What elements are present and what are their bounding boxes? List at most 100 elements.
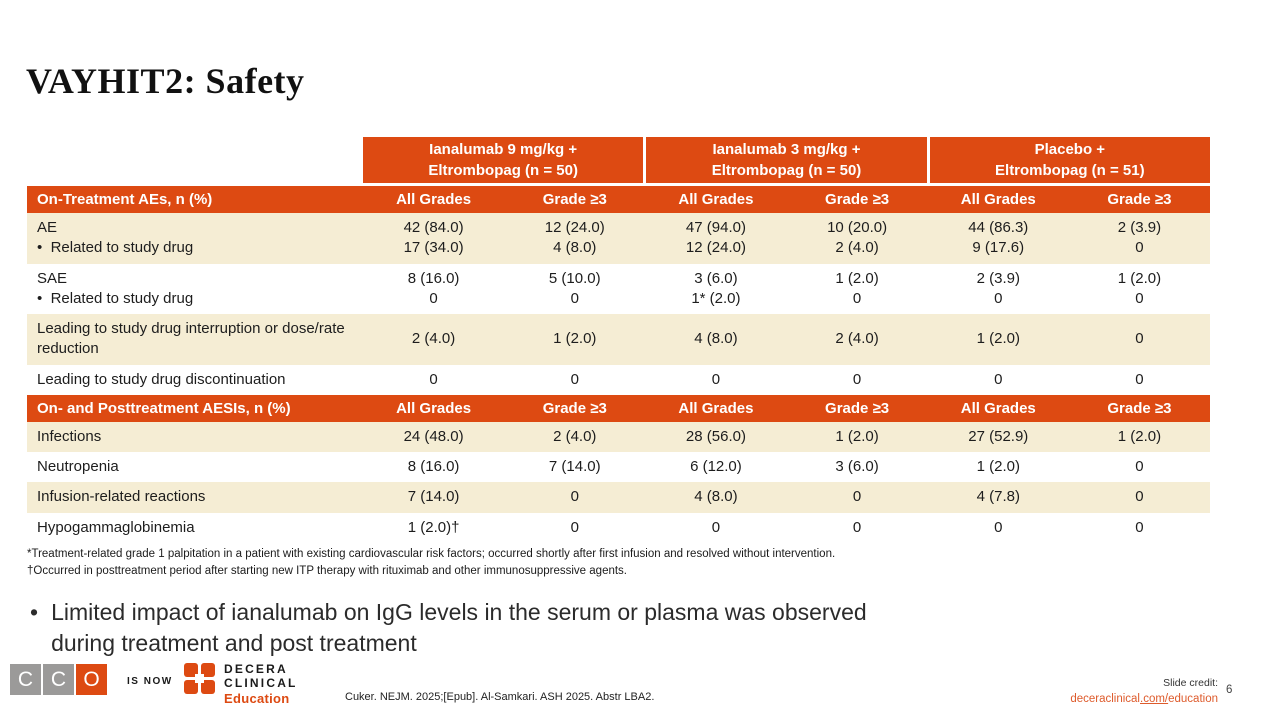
footnote-dagger: †Occurred in posttreatment period after … (27, 565, 627, 578)
key-takeaway-bullet: • Limited impact of ianalumab on IgG lev… (30, 597, 1170, 659)
table-cell: 0 (852, 488, 862, 506)
citation: Cuker. NEJM. 2025;[Epub]. Al-Samkari. AS… (345, 691, 655, 703)
table-cell: 1 (2.0) (976, 458, 1020, 475)
row-label: Leading to study drug discontinuation (37, 370, 286, 388)
table-cell: 2 (3.9) 0 (1117, 219, 1162, 257)
column-subheader: Grade ≥3 (542, 191, 607, 208)
section-header-label: On- and Posttreatment AESIs, n (%) (37, 399, 291, 417)
table-cell: 4 (8.0) (694, 330, 738, 348)
table-cell: 0 (1135, 330, 1144, 348)
table-cell: 0 (570, 370, 579, 388)
table-cell: 1 (2.0) 0 (1117, 269, 1162, 307)
footnote-asterisk: *Treatment-related grade 1 palpitation i… (27, 548, 836, 560)
table-cell: 0 (994, 518, 1003, 536)
column-subheader: Grade ≥3 (825, 399, 890, 417)
table-row: SAE • Related to study drug 8 (16.0) 0 5 (… (27, 263, 1210, 314)
section-header-label: On-Treatment AEs, n (%) (37, 191, 213, 208)
table-cell: 0 (711, 518, 721, 536)
table-cell: 2 (3.9) 0 (976, 269, 1020, 307)
table-cell: 0 (1135, 458, 1144, 475)
table-cell: 0 (570, 488, 579, 506)
table-cell: 0 (711, 370, 721, 388)
row-label: Neutropenia (37, 458, 119, 475)
row-label: Infusion-related reactions (37, 488, 206, 506)
table-row: Infusion-related reactions 7 (14.0) 0 4 (8.… (27, 482, 1210, 513)
table-cell: 6 (12.0) (690, 458, 742, 475)
column-subheader: All Grades (396, 191, 472, 208)
table-cell: 2 (4.0) (835, 330, 879, 348)
column-subheader: All Grades (678, 399, 754, 417)
key-takeaway-text: Limited impact of ianalumab on IgG level… (51, 599, 867, 657)
section-header-row: On-Treatment AEs, n (%) All Grades Grade ≥… (27, 186, 1210, 213)
arm-header-ianalumab-3: Ianalumab 3 mg/kg + Eltrombopag (n = 50) (646, 137, 927, 183)
column-subheader: All Grades (396, 399, 472, 417)
table-cell: 0 (852, 518, 862, 536)
table-cell: 8 (16.0) 0 (407, 269, 460, 307)
table-cell: 0 (852, 370, 862, 388)
bullet-marker-icon: • (30, 599, 39, 625)
slide-credit-label: Slide credit: (1163, 677, 1218, 689)
row-label: Hypogammaglobinemia (37, 518, 195, 536)
safety-table: On-Treatment AEs, n (%) All Grades Grade ≥… (27, 186, 1210, 543)
table-row: AE • Related to study drug 42 (84.0) 17 (… (27, 213, 1210, 264)
row-label: AE • Related to study drug (37, 219, 194, 257)
table-row: Leading to study drug interruption or do… (27, 314, 1210, 365)
column-subheader: All Grades (960, 191, 1036, 208)
cco-logo-letter: C (43, 664, 74, 695)
table-cell: 0 (429, 370, 438, 388)
page-number: 6 (1226, 684, 1233, 696)
table-cell: 2 (4.0) (411, 330, 456, 348)
table-cell: 0 (570, 518, 579, 536)
cco-logo-letter: C (10, 664, 41, 695)
table-cell: 5 (10.0) 0 (548, 269, 601, 307)
table-cell: 47 (94.0) 12 (24.0) (685, 219, 746, 257)
column-subheader: All Grades (960, 399, 1036, 417)
table-cell: 2 (4.0) (553, 427, 597, 445)
table-cell: 7 (14.0) (407, 488, 460, 506)
decera-name-line1: DECERA (224, 662, 288, 676)
table-cell: 10 (20.0) 2 (4.0) (827, 219, 888, 257)
column-subheader: Grade ≥3 (825, 191, 890, 208)
table-cell: 0 (1135, 370, 1144, 388)
table-cell: 24 (48.0) (403, 427, 464, 445)
column-subheader: Grade ≥3 (1107, 191, 1172, 208)
table-cell: 4 (8.0) (694, 488, 738, 506)
column-subheader: Grade ≥3 (542, 399, 607, 417)
table-cell: 12 (24.0) 4 (8.0) (544, 219, 605, 257)
table-cell: 1 (2.0)† (407, 518, 460, 536)
decera-education-label: Education (224, 690, 290, 706)
table-cell: 4 (7.8) (976, 488, 1020, 506)
footnotes: *Treatment-related grade 1 palpitation i… (27, 546, 835, 581)
cco-logo: C C O (10, 664, 107, 695)
table-row: Leading to study drug discontinuation 0 0 0… (27, 364, 1210, 395)
table-cell: 1 (2.0) (1117, 427, 1162, 445)
decera-name-line2: CLINICAL (224, 676, 298, 691)
arm-header-placebo: Placebo + Eltrombopag (n = 51) (929, 137, 1210, 183)
table-row: Infections 24 (48.0) 2 (4.0) 28 (56.0) 1 (2.… (27, 421, 1210, 452)
table-cell: 0 (1135, 518, 1144, 536)
table-cell: 0 (994, 370, 1003, 388)
slide-credit-link[interactable]: deceraclinical.com/education (1070, 692, 1218, 705)
treatment-arm-header-band: Ianalumab 9 mg/kg + Eltrombopag (n = 50)… (363, 137, 1210, 183)
table-cell: 27 (52.9) (968, 427, 1029, 445)
arm-header-ianalumab-9: Ianalumab 9 mg/kg + Eltrombopag (n = 50) (363, 137, 644, 183)
table-cell: 3 (6.0) 1* (2.0) (691, 269, 741, 307)
table-cell: 42 (84.0) 17 (34.0) (403, 219, 464, 257)
column-subheader: Grade ≥3 (1107, 399, 1172, 417)
table-cell: 7 (14.0) (548, 458, 601, 475)
decera-logo-text: DECERA CLINICAL Education (224, 662, 298, 706)
section-header-row: On- and Posttreatment AESIs, n (%) All Gr… (27, 394, 1210, 422)
cco-logo-letter: O (76, 664, 107, 695)
table-row: Neutropenia 8 (16.0) 7 (14.0) 6 (12.0) 3 (6.… (27, 452, 1210, 483)
table-cell: 28 (56.0) (685, 427, 746, 445)
table-cell: 1 (2.0) (835, 427, 879, 445)
table-cell: 3 (6.0) (835, 458, 879, 475)
table-cell: 1 (2.0) (976, 330, 1020, 348)
table-row: Hypogammaglobinemia 1 (2.0)† 0 0 0 0 0 (27, 512, 1210, 543)
row-label: SAE • Related to study drug (37, 269, 194, 307)
table-cell: 44 (86.3) 9 (17.6) (968, 219, 1029, 257)
table-cell: 1 (2.0) (553, 330, 597, 348)
table-cell: 8 (16.0) (407, 458, 460, 475)
table-cell: 1 (2.0) 0 (835, 269, 879, 307)
column-subheader: All Grades (678, 191, 754, 208)
